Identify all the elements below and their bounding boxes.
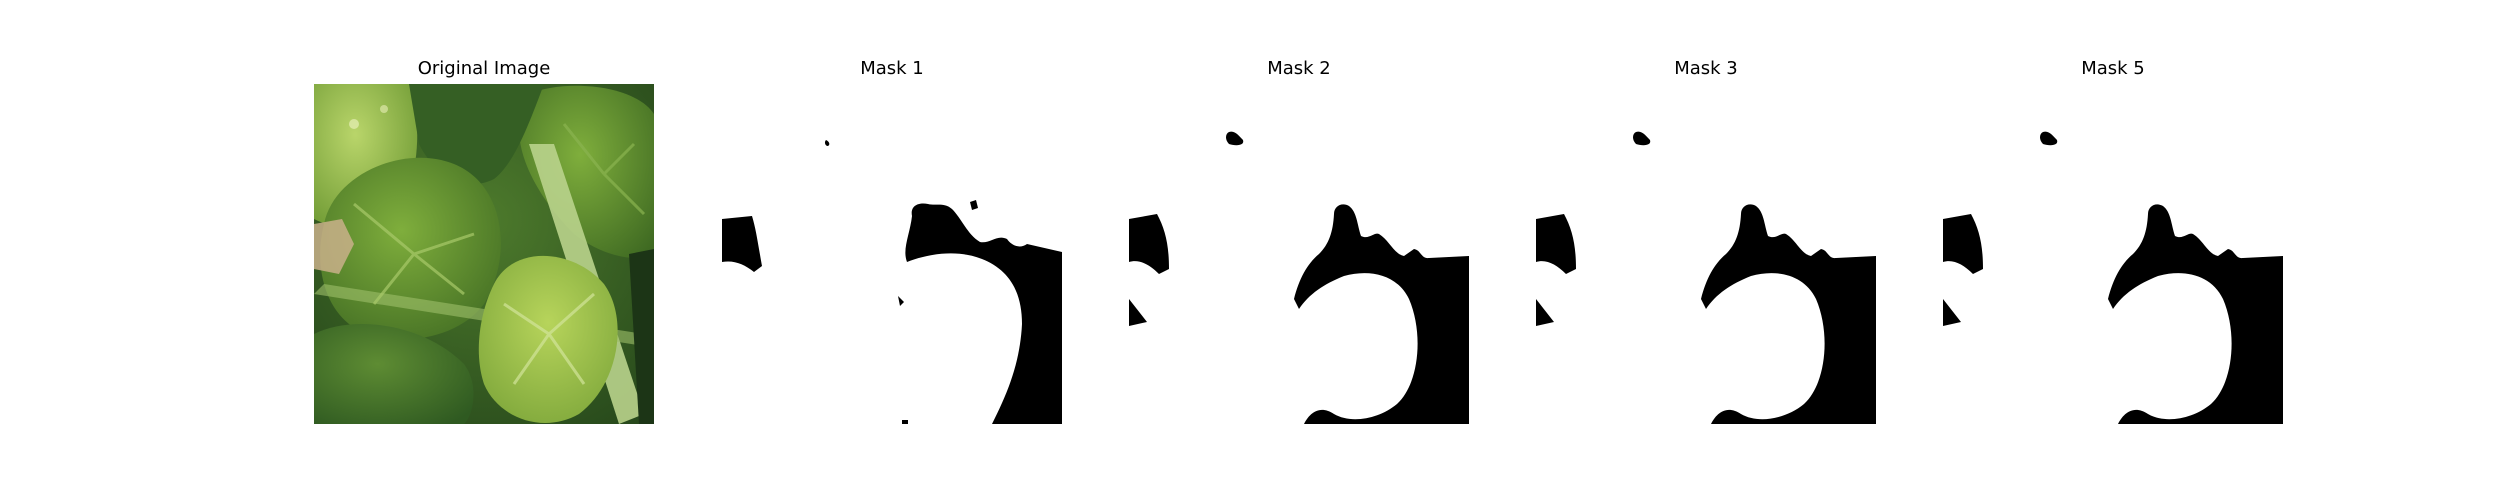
mask-1-image: [722, 84, 1062, 424]
mask-3-image: [1536, 84, 1876, 424]
panel-mask-3: Mask 3: [1536, 0, 1876, 500]
panel-title-original: Original Image: [417, 58, 551, 79]
panel-title-mask-3: Mask 3: [1674, 58, 1738, 79]
panel-original: Original Image: [314, 0, 654, 500]
panel-title-mask-1: Mask 1: [860, 58, 924, 79]
panel-title-mask-2: Mask 2: [1267, 58, 1331, 79]
panel-title-mask-5: Mask 5: [2081, 58, 2145, 79]
mask-2-image: [1129, 84, 1469, 424]
panel-mask-1: Mask 1: [722, 0, 1062, 500]
original-leaf-photo: [314, 84, 654, 424]
panel-mask-2: Mask 2: [1129, 0, 1469, 500]
mask-5-image: [1943, 84, 2283, 424]
panel-mask-5: Mask 5: [1943, 0, 2283, 500]
